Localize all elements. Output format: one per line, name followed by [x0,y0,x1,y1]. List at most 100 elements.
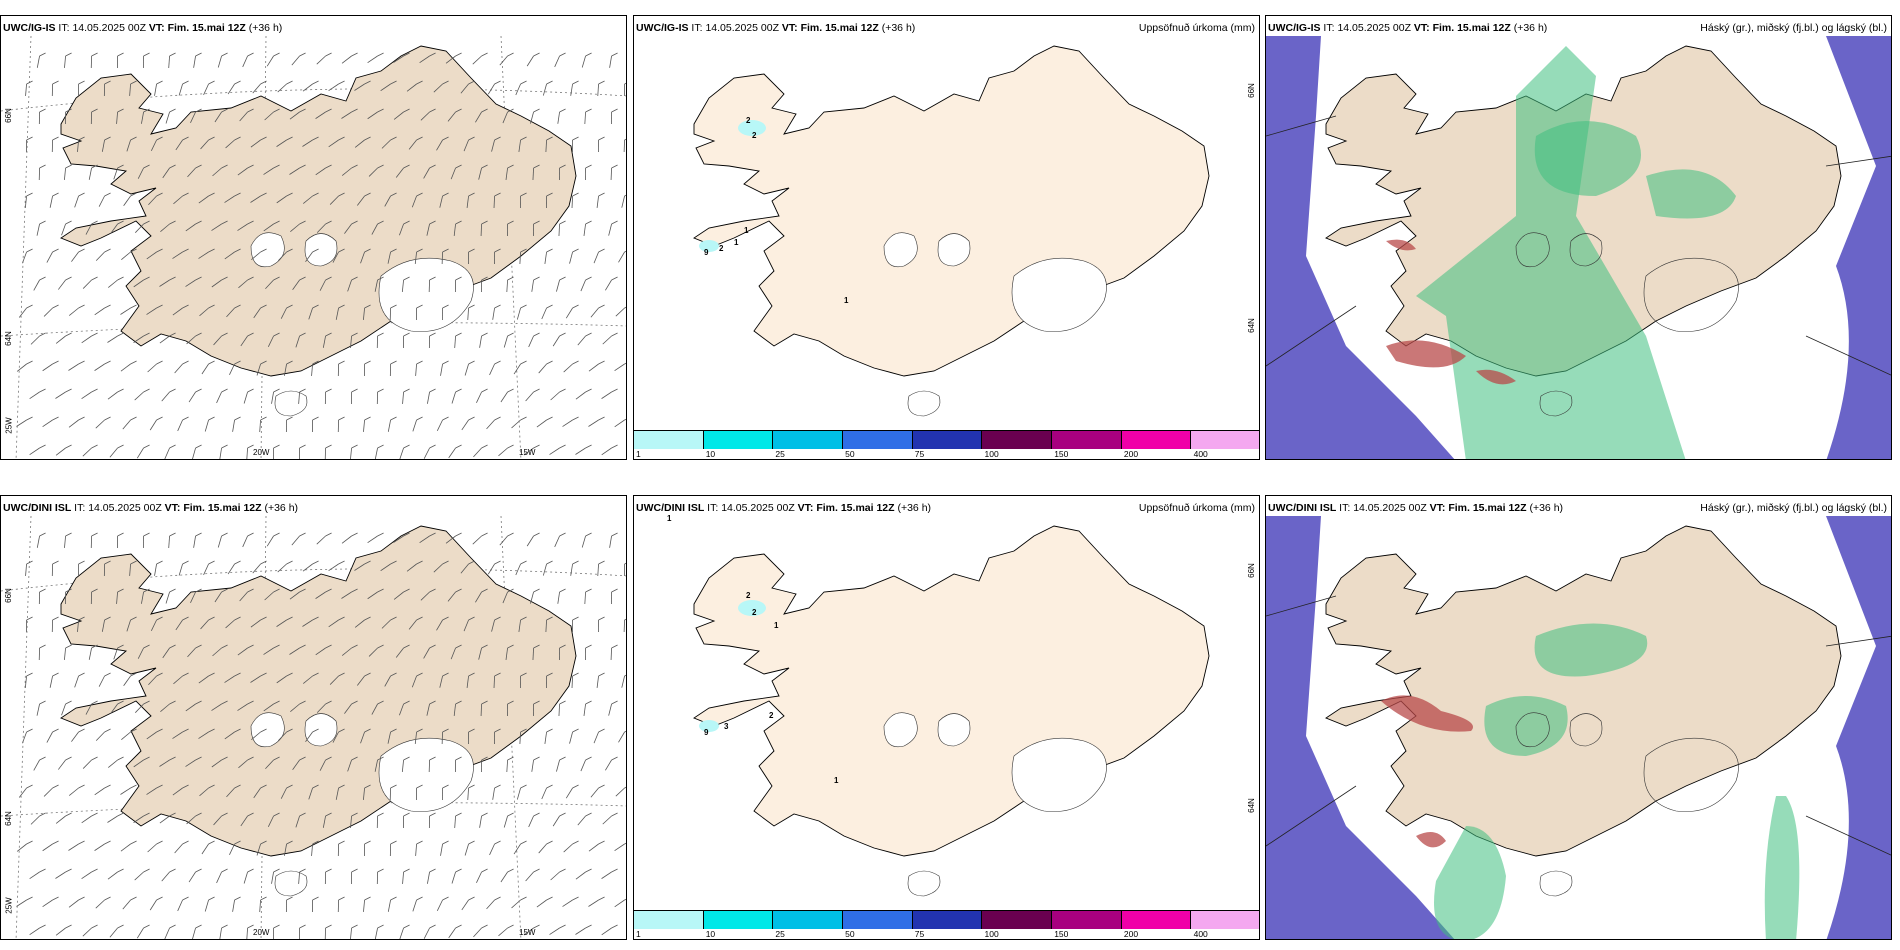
glacier [1539,390,1573,417]
coord-label-lat66: 66N [1246,83,1256,98]
coord-label-lat66: 66N [1246,563,1256,578]
coord-label-lat64: 64N [1246,798,1256,813]
glacier [1539,870,1573,897]
glacier [1515,712,1550,748]
colorbar-tick-label: 150 [1054,929,1069,939]
header-it-label: IT: [691,22,703,34]
glacier [378,737,474,812]
colorbar-tick-label: 150 [1054,449,1069,459]
header-lead: (+36 h) [897,502,932,514]
colorbar-swatch [912,911,983,929]
glacier [907,390,941,417]
header-it-label: IT: [1323,22,1335,34]
header-vt-label: VT: [781,22,798,34]
coord-label-lon20: 20W [253,928,270,937]
colorbar-tick-label: 25 [775,449,785,459]
glacier [1643,737,1739,812]
high-cloud-area [1476,369,1516,385]
panel-header: UWC/IG-IS IT: 14.05.2025 00Z VT: Fim. 15… [1268,22,1887,34]
colorbar-labels: 1 10 25 50 75 100 150 200 400 [634,929,1259,939]
wind-map-panel-dini: 66N 64N 25W 20W 15W UWC/DINI ISL IT: 14.05.20… [0,495,627,940]
colorbar-swatch [1052,431,1122,449]
wind-barbs [16,52,626,459]
cloud-cover-area [1646,169,1736,219]
precip-patch [699,720,719,732]
header-vt: Fim. 15.mai 12Z [1448,502,1527,514]
iceland-land [60,525,577,857]
colorbar-swatch [703,911,774,929]
header-field-name: Háský (gr.), miðský (fj.bl.) og lágský (… [1700,22,1887,34]
header-it: 14.05.2025 00Z [721,502,795,514]
graticule [1266,595,1891,856]
wind-map [1,35,626,459]
colorbar-tick-label: 200 [1123,929,1139,939]
precip-map-panel-dini: 1 2 2 1 9 3 2 1 1 10 25 50 75 100 150 200 400 66N 64N UWC/D… [633,495,1260,940]
glacier [883,232,918,268]
header-field-name: Uppsöfnuð úrkoma (mm) [1138,502,1255,514]
header-model: UWC/DINI ISL [1268,502,1337,514]
header-vt-label: VT: [797,502,814,514]
ocean-low-cloud [1826,36,1891,459]
coord-label-lon15: 15W [519,928,536,937]
colorbar-swatch [773,431,844,449]
colorbar-swatch [982,911,1053,929]
header-model: UWC/IG-IS [636,22,689,34]
header-vt-label: VT: [164,502,181,514]
coord-label-lat64: 64N [1246,318,1256,333]
colorbar-tick-label: 25 [775,929,785,939]
cloud-map [1266,516,1891,939]
header-field-name: Háský (gr.), miðský (fj.bl.) og lágský (… [1700,502,1887,514]
panel-header: UWC/DINI ISL IT: 14.05.2025 00Z VT: Fim.… [1268,502,1887,514]
header-it-label: IT: [707,502,719,514]
coord-label-lat64: 64N [3,331,13,346]
glacier [1643,257,1739,332]
precip-value-label: 2 [752,608,757,617]
colorbar-tick-label: 100 [984,929,999,939]
colorbar-swatch [1191,431,1259,449]
panel-header: UWC/IG-IS IT: 14.05.2025 00Z VT: Fim. 15… [3,22,622,34]
header-lead: (+36 h) [1529,502,1564,514]
header-it-label: IT: [1339,502,1351,514]
high-cloud-area [1381,695,1473,732]
colorbar-swatch [634,431,704,449]
colorbar-tick-label: 400 [1193,449,1208,459]
colorbar-swatch [773,911,844,929]
header-vt: Fim. 15.mai 12Z [167,22,246,34]
high-cloud-area [1386,340,1466,368]
glacier [1569,713,1603,747]
coord-label-lat64: 64N [3,811,13,826]
cloud-cover-area [1534,121,1641,196]
colorbar-labels: 1 10 25 50 75 100 150 200 400 [634,449,1259,459]
glacier [1569,233,1603,267]
colorbar-swatch [982,431,1053,449]
colorbar-swatch [1121,431,1192,449]
iceland-land [1325,525,1842,857]
precip-value-label: 2 [719,244,724,253]
cloud-map [1266,36,1891,459]
cloud-map-panel-ig-is: UWC/IG-IS IT: 14.05.2025 00Z VT: Fim. 15… [1265,15,1892,460]
header-lead: (+36 h) [1513,22,1548,34]
precip-patch [738,120,766,136]
header-it: 14.05.2025 00Z [1353,502,1427,514]
glacier [937,233,971,267]
precip-colorbar [634,430,1259,449]
ocean-low-cloud [1266,36,1455,459]
header-model: UWC/DINI ISL [636,502,705,514]
colorbar-swatch [1121,911,1192,929]
header-vt-label: VT: [1413,22,1430,34]
header-it-label: IT: [74,502,86,514]
iceland-land [60,45,577,377]
glacier [250,232,285,268]
colorbar-tick-label: 100 [984,449,999,459]
header-it: 14.05.2025 00Z [72,22,146,34]
precip-map [693,45,1210,417]
glacier [1515,232,1550,268]
ocean-low-cloud [1266,516,1455,939]
glacier [907,870,941,897]
colorbar-tick-label: 1 [636,929,641,939]
colorbar-tick-label: 10 [705,449,716,459]
glacier [378,257,474,332]
glacier [883,712,918,748]
coord-label-lon15: 15W [519,448,536,457]
glacier [274,870,308,897]
